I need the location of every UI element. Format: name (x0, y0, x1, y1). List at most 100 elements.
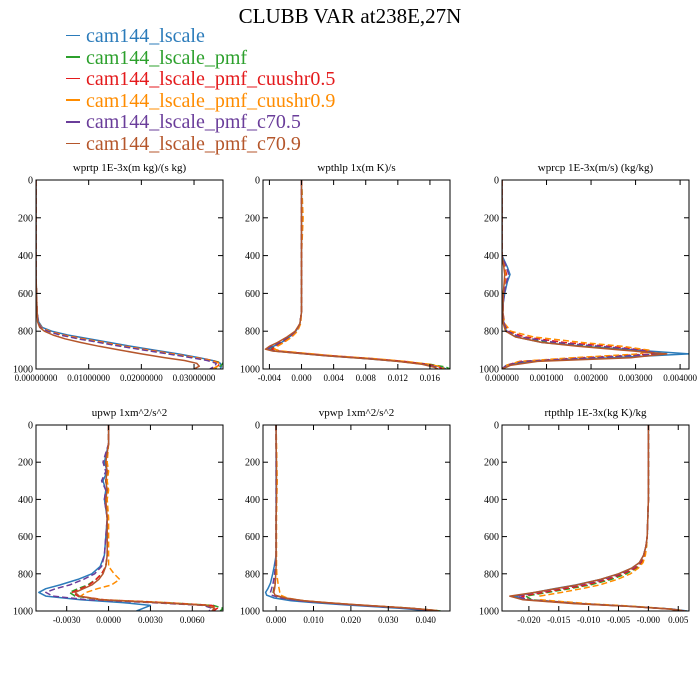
legend-item: cam144_lscale_pmf_cuushr0.9 (66, 89, 336, 113)
series-line (272, 425, 441, 611)
y-tick-label: 400 (18, 251, 33, 262)
series-group (264, 425, 441, 611)
x-tick-label: 0.004000 (663, 373, 697, 383)
panel-title: wprtp 1E-3x(m kg)/(s kg) (73, 162, 187, 174)
series-line (36, 180, 222, 369)
y-tick-label: 1000 (13, 365, 33, 376)
y-tick-label: 0 (255, 176, 260, 187)
series-line (502, 180, 659, 369)
x-tick-label: -0.004 (258, 373, 282, 383)
x-tick-label: 0.0000 (96, 615, 121, 625)
y-tick-label: 1000 (13, 607, 33, 618)
panel: wprcp 1E-3x(m/s) (kg/kg) 0 200 400 600 800 100… (479, 162, 697, 383)
y-tick-label: 400 (484, 495, 499, 506)
x-tick-label: 0.0030 (138, 615, 163, 625)
series-line (502, 180, 650, 369)
x-tick-label: 0.001000 (530, 373, 564, 383)
series-group (38, 425, 223, 611)
y-tick-label: 600 (484, 532, 499, 543)
series-line (45, 425, 213, 611)
y-tick-label: 800 (245, 327, 260, 338)
y-tick-label: 600 (18, 532, 33, 543)
y-tick-label: 600 (484, 289, 499, 300)
x-tick-label: -0.015 (547, 615, 571, 625)
y-tick-label: 600 (245, 532, 260, 543)
y-tick-label: 400 (245, 251, 260, 262)
legend-label: cam144_lscale_pmf_cuushr0.9 (86, 89, 336, 112)
y-tick-label: 200 (245, 213, 260, 224)
series-line (74, 425, 216, 611)
x-tick-label: 0.004 (324, 373, 345, 383)
series-line (36, 180, 223, 369)
x-tick-label: -0.0030 (53, 615, 81, 625)
plot-frame (262, 424, 451, 612)
series-line (36, 180, 217, 369)
x-tick-label: -0.010 (577, 615, 601, 625)
series-line (36, 180, 223, 369)
x-tick-label: -0.005 (607, 615, 631, 625)
series-line (264, 425, 426, 611)
y-tick-label: 1000 (240, 365, 260, 376)
legend-swatch (66, 142, 80, 145)
x-tick-label: 0.012 (388, 373, 408, 383)
legend-label: cam144_lscale (86, 25, 205, 47)
y-tick-label: 0 (28, 176, 33, 187)
y-tick-label: 400 (484, 251, 499, 262)
panel-title: vpwp 1xm^2/s^2 (319, 407, 394, 419)
panel: vpwp 1xm^2/s^2 0 200 400 600 800 1000 0.000 0.01… (240, 407, 451, 625)
y-tick-label: 0 (494, 176, 499, 187)
x-tick-label: 0.005 (668, 615, 689, 625)
x-tick-label: -0.000 (637, 615, 661, 625)
y-tick-label: 400 (245, 495, 260, 506)
x-tick-label: 0.03000000 (173, 373, 216, 383)
legend-swatch (66, 34, 80, 37)
panel-title: wprcp 1E-3x(m/s) (kg/kg) (538, 162, 654, 174)
x-tick-label: 0.016 (420, 373, 441, 383)
series-line (267, 180, 447, 369)
panel-title: rtpthlp 1E-3x(kg K)/kg (544, 407, 647, 419)
y-tick-label: 0 (494, 421, 499, 432)
series-line (538, 425, 686, 611)
series-line (79, 425, 216, 611)
y-tick-label: 0 (255, 421, 260, 432)
legend-item: cam144_lscale (66, 25, 335, 48)
plot-frame (35, 424, 224, 612)
x-tick-label: 0.020 (341, 615, 362, 625)
x-tick-label: 0.00000000 (15, 373, 58, 383)
y-tick-label: 1000 (479, 365, 499, 376)
panel: rtpthlp 1E-3x(kg K)/kg 0 200 400 600 800 1000 -… (479, 407, 690, 625)
panel-title: upwp 1xm^2/s^2 (92, 407, 167, 419)
series-line (269, 425, 434, 611)
x-tick-label: 0.010 (303, 615, 324, 625)
series-line (516, 425, 685, 611)
y-tick-label: 800 (18, 569, 33, 580)
x-tick-label: 0.02000000 (120, 373, 163, 383)
plot-frame (35, 179, 224, 370)
y-tick-label: 400 (18, 495, 33, 506)
series-line (275, 425, 439, 611)
series-line (502, 180, 668, 369)
legend-label: cam144_lscale_pmf_cuushr0.5 (86, 68, 336, 91)
x-tick-label: 0.002000 (574, 373, 608, 383)
x-tick-label: 0.000 (291, 373, 312, 383)
x-tick-label: 0.0060 (180, 615, 205, 625)
y-tick-label: 800 (484, 327, 499, 338)
legend-swatch (66, 56, 80, 58)
legend-item: cam144_lscale_pmf_cuushr0.5 (66, 68, 336, 91)
legend-label: cam144_lscale_pmf_c70.5 (86, 111, 301, 134)
series-group (36, 180, 223, 369)
x-tick-label: 0.040 (416, 615, 437, 625)
series-line (264, 180, 439, 369)
x-tick-label: 0.003000 (619, 373, 653, 383)
plot-frame (501, 424, 690, 612)
series-line (36, 180, 221, 369)
legend-item: cam144_lscale_pmf (66, 47, 335, 70)
series-line (270, 180, 450, 369)
x-tick-label: -0.020 (517, 615, 541, 625)
panel-title: wpthlp 1x(m K)/s (317, 162, 395, 174)
series-line (273, 180, 445, 369)
plot-frame (501, 179, 690, 370)
legend-swatch (66, 121, 80, 123)
panel: upwp 1xm^2/s^2 0 200 400 600 800 1000 -0.0030 0.… (13, 407, 224, 625)
